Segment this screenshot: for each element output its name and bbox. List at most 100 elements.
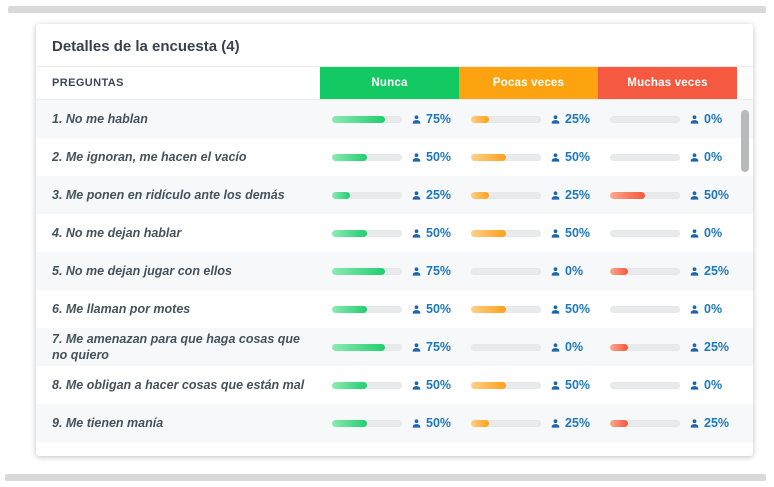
progress-bar-fill bbox=[332, 153, 367, 161]
person-icon bbox=[411, 418, 422, 429]
stat-cell: 50% bbox=[320, 150, 459, 164]
percent-value: 50% bbox=[426, 378, 452, 392]
progress-bar-fill bbox=[332, 381, 367, 389]
progress-bar bbox=[332, 419, 402, 427]
stat-cell: 0% bbox=[459, 340, 598, 354]
percent-value: 25% bbox=[426, 188, 452, 202]
percent-value: 50% bbox=[565, 378, 591, 392]
table-row: 3. Me ponen en ridículo ante los demás 2… bbox=[36, 176, 753, 214]
person-icon bbox=[689, 342, 700, 353]
progress-bar bbox=[332, 343, 402, 351]
stat-cell: 75% bbox=[320, 340, 459, 354]
stat-cell: 50% bbox=[320, 302, 459, 316]
answer-column-header: Nunca bbox=[320, 67, 459, 99]
row-stats: 50% 50% 0% bbox=[320, 378, 737, 392]
stat-cell: 25% bbox=[459, 112, 598, 126]
progress-bar-fill bbox=[471, 191, 489, 199]
person-icon bbox=[411, 342, 422, 353]
stat-cell: 25% bbox=[320, 188, 459, 202]
question-label: 3. Me ponen en ridículo ante los demás bbox=[52, 187, 285, 202]
percent-value: 0% bbox=[704, 112, 723, 126]
row-stats: 50% 25% 25% bbox=[320, 416, 737, 430]
progress-bar bbox=[610, 305, 680, 313]
person-icon bbox=[689, 418, 700, 429]
person-icon bbox=[411, 114, 422, 125]
column-header-preguntas: PREGUNTAS bbox=[52, 77, 124, 89]
percent-value: 25% bbox=[704, 416, 730, 430]
percent-value: 50% bbox=[426, 150, 452, 164]
stat-cell: 25% bbox=[459, 188, 598, 202]
vertical-scrollbar-thumb[interactable] bbox=[741, 110, 749, 172]
stat-cell: 0% bbox=[459, 264, 598, 278]
progress-bar-fill bbox=[610, 343, 628, 351]
percent-value: 0% bbox=[565, 340, 584, 354]
percent-value: 50% bbox=[704, 188, 730, 202]
progress-bar bbox=[471, 381, 541, 389]
row-stats: 50% 50% 0% bbox=[320, 302, 737, 316]
progress-bar bbox=[471, 343, 541, 351]
progress-bar bbox=[610, 153, 680, 161]
person-icon bbox=[689, 266, 700, 277]
percent-value: 25% bbox=[565, 416, 591, 430]
person-icon bbox=[689, 152, 700, 163]
progress-bar bbox=[610, 115, 680, 123]
progress-bar-fill bbox=[332, 267, 385, 275]
row-stats: 50% 50% 0% bbox=[320, 226, 737, 240]
progress-bar bbox=[332, 115, 402, 123]
progress-bar bbox=[471, 229, 541, 237]
stat-cell: 25% bbox=[598, 416, 737, 430]
percent-value: 25% bbox=[704, 264, 730, 278]
stat-cell: 50% bbox=[320, 226, 459, 240]
stat-cell: 50% bbox=[459, 150, 598, 164]
stat-cell: 50% bbox=[320, 378, 459, 392]
percent-value: 50% bbox=[565, 226, 591, 240]
percent-value: 0% bbox=[565, 264, 584, 278]
person-icon bbox=[550, 228, 561, 239]
percent-value: 25% bbox=[565, 112, 591, 126]
progress-bar bbox=[610, 191, 680, 199]
survey-details-card: Detalles de la encuesta (4) PREGUNTAS Nu… bbox=[36, 24, 753, 456]
progress-bar-fill bbox=[332, 343, 385, 351]
question-label: 6. Me llaman por motes bbox=[52, 301, 191, 316]
question-label: 1. No me hablan bbox=[52, 111, 148, 126]
row-stats: 75% 0% 25% bbox=[320, 340, 737, 354]
progress-bar-fill bbox=[610, 419, 628, 427]
stat-cell: 50% bbox=[459, 378, 598, 392]
table-row: 7. Me amenazan para que haga cosas que n… bbox=[36, 328, 753, 366]
progress-bar-fill bbox=[471, 115, 489, 123]
progress-bar bbox=[471, 419, 541, 427]
progress-bar bbox=[332, 229, 402, 237]
progress-bar bbox=[471, 267, 541, 275]
progress-bar-fill bbox=[471, 419, 489, 427]
percent-value: 75% bbox=[426, 340, 452, 354]
progress-bar bbox=[610, 343, 680, 351]
percent-value: 25% bbox=[565, 188, 591, 202]
row-stats: 75% 25% 0% bbox=[320, 112, 737, 126]
progress-bar bbox=[332, 191, 402, 199]
progress-bar bbox=[332, 267, 402, 275]
person-icon bbox=[689, 114, 700, 125]
row-stats: 50% 50% 0% bbox=[320, 150, 737, 164]
person-icon bbox=[411, 380, 422, 391]
percent-value: 50% bbox=[565, 302, 591, 316]
person-icon bbox=[411, 266, 422, 277]
percent-value: 0% bbox=[704, 226, 723, 240]
percent-value: 0% bbox=[704, 150, 723, 164]
question-label: 4. No me dejan hablar bbox=[52, 225, 182, 240]
person-icon bbox=[411, 152, 422, 163]
bottom-divider bbox=[5, 474, 766, 481]
person-icon bbox=[689, 380, 700, 391]
stat-cell: 0% bbox=[598, 112, 737, 126]
progress-bar-fill bbox=[471, 229, 506, 237]
progress-bar bbox=[471, 115, 541, 123]
person-icon bbox=[689, 190, 700, 201]
top-divider bbox=[8, 6, 766, 13]
stat-cell: 50% bbox=[598, 188, 737, 202]
question-label: 2. Me ignoran, me hacen el vacío bbox=[52, 149, 247, 164]
percent-value: 75% bbox=[426, 264, 452, 278]
progress-bar bbox=[332, 381, 402, 389]
progress-bar bbox=[610, 229, 680, 237]
progress-bar-fill bbox=[332, 115, 385, 123]
progress-bar-fill bbox=[332, 191, 350, 199]
table-rows: 1. No me hablan 75% 25% bbox=[36, 100, 753, 442]
